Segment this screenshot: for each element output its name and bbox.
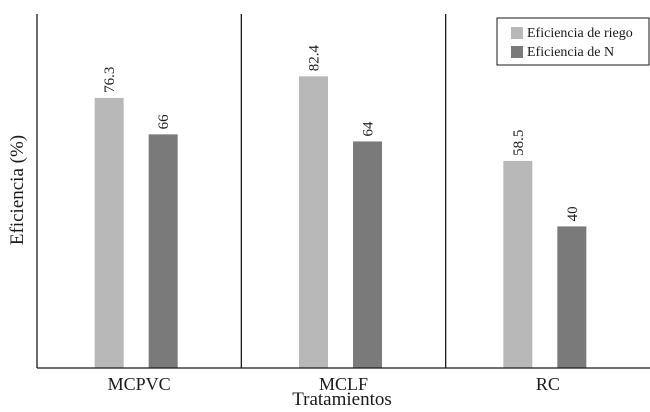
x-tick-label-mcpvc: MCPVC [108, 374, 171, 394]
bar-eficiencia-de-n-rc [557, 226, 587, 368]
data-label-eficiencia-de-riego-mclf: 82.4 [307, 45, 323, 72]
data-label-layer: 76.3 66 82.4 64 58.5 40 [102, 45, 581, 222]
bar-eficiencia-de-n-mclf [353, 141, 382, 368]
bar-eficiencia-de-n-mcpvc [148, 134, 178, 368]
bar-eficiencia-de-riego-mcpvc [94, 97, 124, 368]
legend-swatch-eficiencia-de-n [511, 46, 523, 58]
data-label-eficiencia-de-n-mclf: 64 [361, 121, 377, 137]
bar-eficiencia-de-riego-rc [503, 160, 533, 368]
x-tick-layer: MCPVC MCLF RC [108, 374, 560, 394]
bar-layer [94, 76, 587, 368]
x-axis-title: Tratamientos [292, 389, 392, 410]
bar-eficiencia-de-riego-mclf [299, 76, 328, 368]
group-separators [240, 14, 447, 368]
legend-label-eficiencia-de-n: Eficiencia de N [527, 45, 614, 60]
legend-label-eficiencia-de-riego: Eficiencia de riego [527, 26, 633, 41]
x-tick-label-mclf: MCLF [319, 374, 368, 394]
legend-swatch-eficiencia-de-riego [511, 27, 523, 39]
data-label-eficiencia-de-riego-rc: 58.5 [511, 130, 527, 156]
legend: Eficiencia de riego Eficiencia de N [496, 17, 650, 66]
x-tick-label-rc: RC [536, 374, 560, 394]
data-label-eficiencia-de-riego-mcpvc: 76.3 [102, 67, 118, 93]
y-axis-title: Eficiencia (%) [7, 135, 28, 245]
data-label-eficiencia-de-n-rc: 40 [565, 206, 581, 221]
data-label-eficiencia-de-n-mcpvc: 66 [156, 114, 172, 130]
